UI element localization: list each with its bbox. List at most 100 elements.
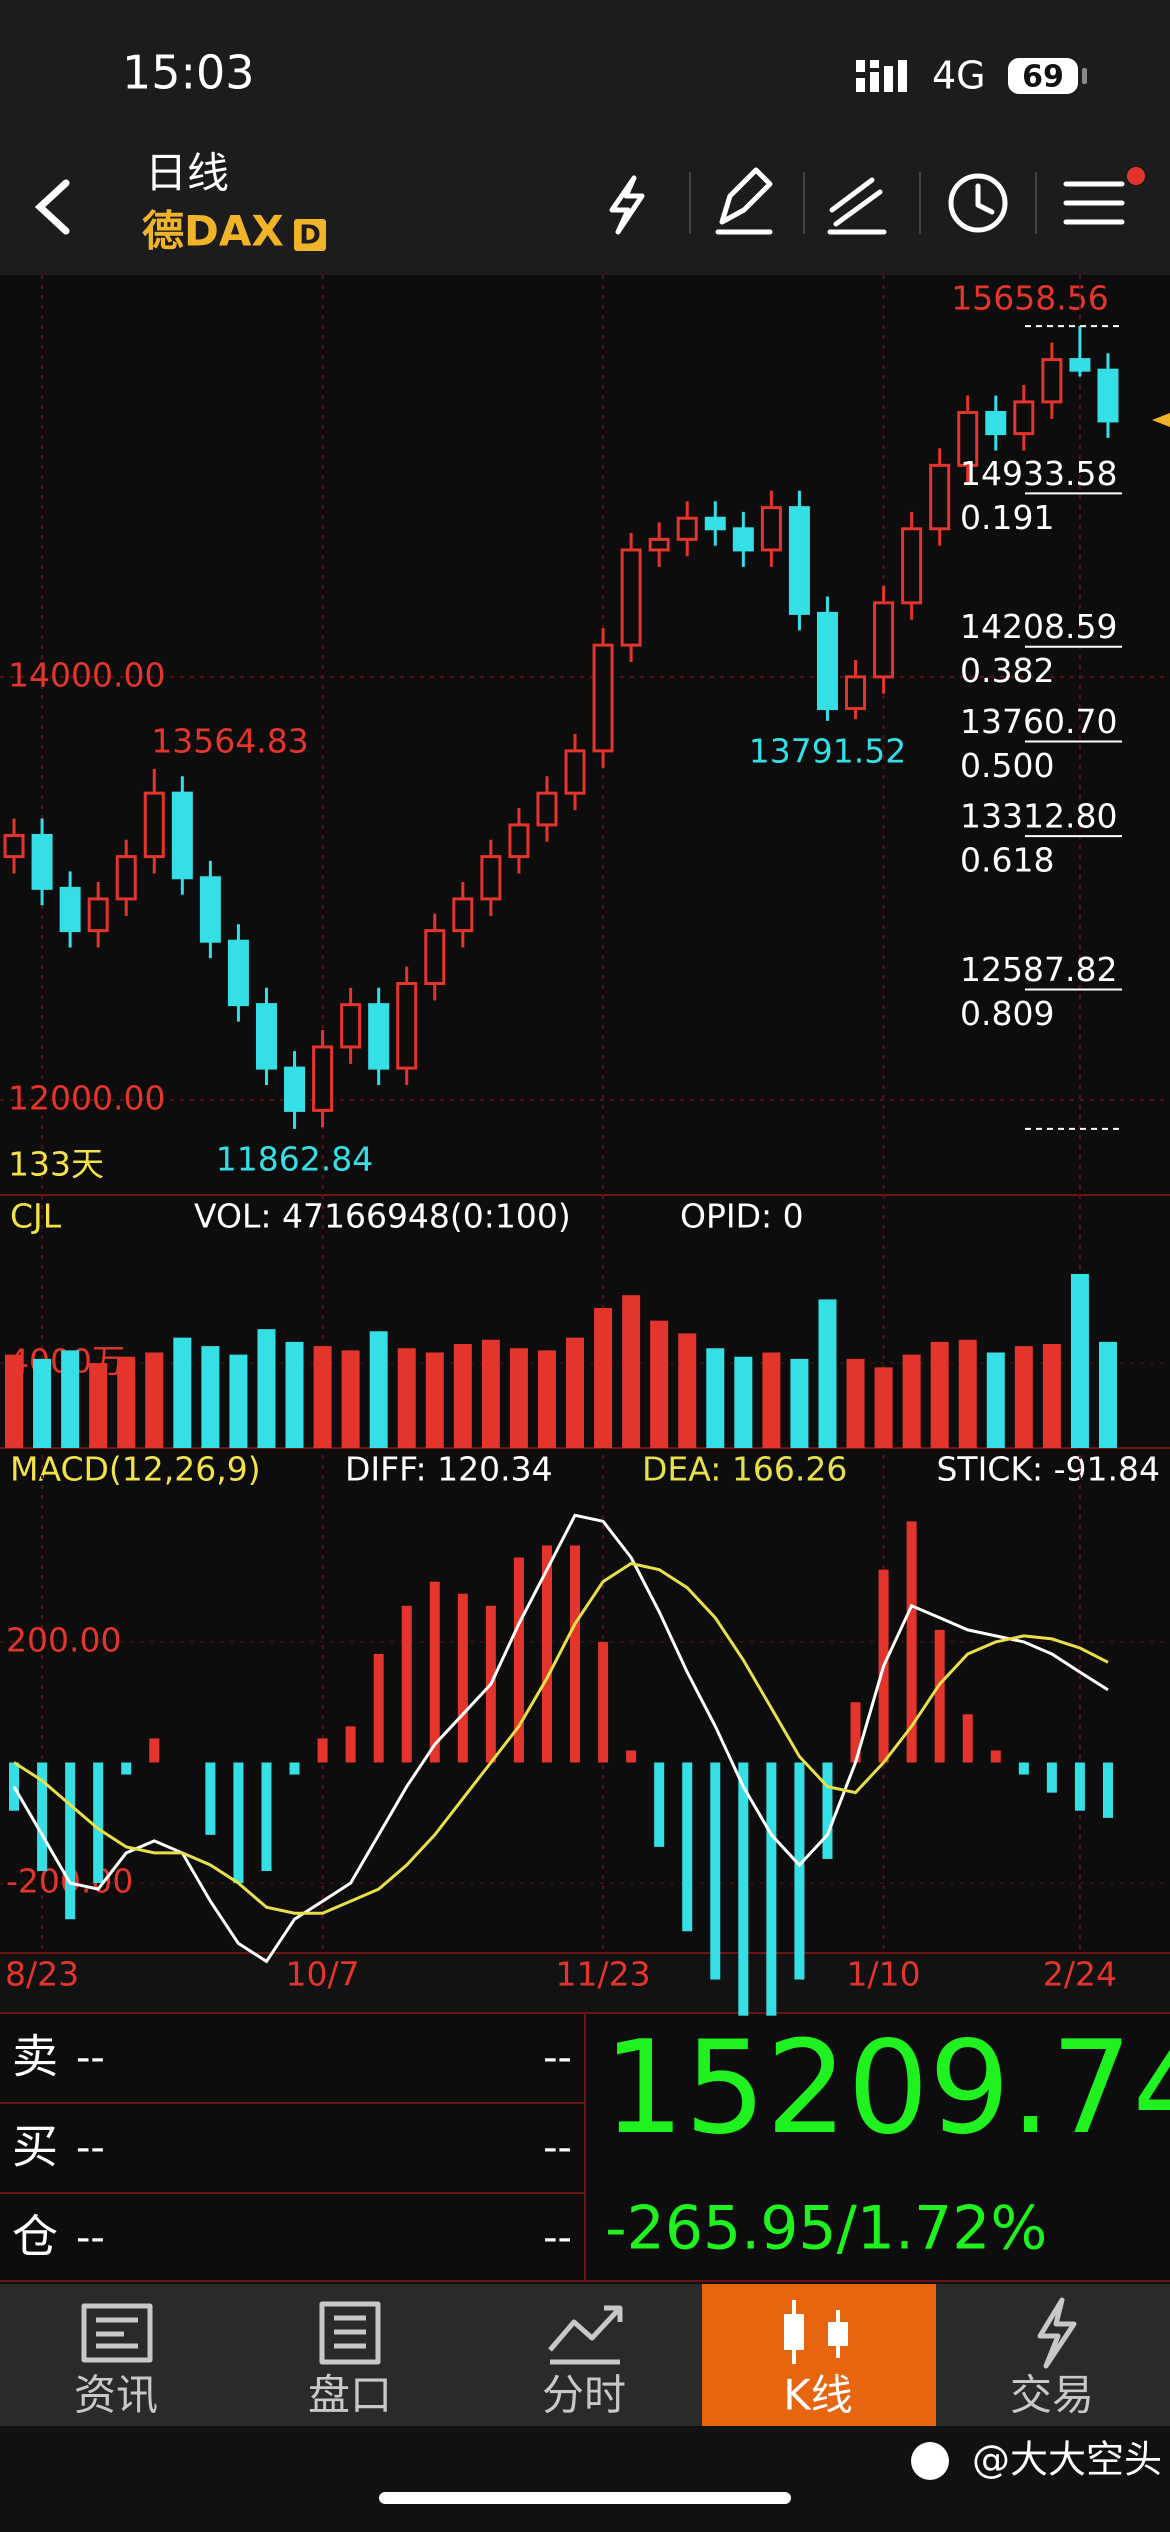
macd-stick [654, 1762, 665, 1847]
high-label: 13564.83 [151, 721, 308, 760]
high-label: 15658.56 [951, 279, 1108, 318]
price-change: -265.95/1.72% [605, 2194, 1047, 2264]
candle-body [873, 601, 895, 679]
tab-icon [319, 2301, 381, 2365]
candle-body [957, 410, 979, 467]
candle-body [87, 897, 109, 933]
macd-stick [93, 1762, 104, 1884]
macd-stick [850, 1702, 861, 1763]
macd-stick [570, 1545, 581, 1763]
home-area [0, 2426, 1170, 2532]
candle-body [368, 1003, 390, 1070]
period: 日线 [145, 149, 229, 198]
line-icon[interactable] [827, 177, 887, 235]
macd-stick [205, 1762, 216, 1835]
fib-ratio: 0.382 [960, 651, 1054, 690]
battery-level: 69 [1022, 60, 1064, 95]
macd-stick [149, 1738, 160, 1763]
volume-bar [173, 1337, 192, 1448]
volume-bar [509, 1348, 528, 1448]
tabs: 资讯 盘口 分时 K线 交易 [74, 2371, 1094, 2420]
volume-bar [846, 1358, 865, 1448]
macd-stick [738, 1762, 749, 2016]
quote-left: -- [76, 2035, 105, 2081]
y-tick-label: 12000.00 [8, 1078, 165, 1117]
volume-bar [5, 1354, 24, 1448]
flash-icon[interactable] [609, 175, 645, 235]
candle-body [648, 537, 670, 552]
macd-stick [317, 1738, 328, 1763]
candle-body [424, 929, 446, 986]
macd-stick [457, 1593, 468, 1763]
volume-bar [594, 1307, 613, 1448]
macd-stick [962, 1714, 973, 1763]
fib-price: 13760.70 [960, 702, 1117, 741]
volume-bar [537, 1350, 556, 1448]
macd-stick [121, 1762, 132, 1775]
quote-right: -- [543, 2035, 572, 2081]
volume-bar [397, 1348, 416, 1448]
signal-icon [856, 60, 907, 92]
quote-rows: 卖 -- -- 买 -- -- 仓 -- -- [12, 2030, 572, 2264]
candle-body [312, 1045, 334, 1112]
home-indicator [379, 2492, 791, 2504]
candle-body [704, 516, 726, 531]
macd-stick [373, 1653, 384, 1763]
macd-stick [822, 1762, 833, 1859]
active-tab [702, 2284, 936, 2426]
candle-body [143, 791, 165, 859]
volume-bar [61, 1350, 80, 1448]
tab-label[interactable]: K线 [783, 2371, 853, 2420]
watermark: @大大空头 [972, 2438, 1162, 2482]
quote-left: -- [76, 2125, 105, 2171]
macd-title: MACD(12,26,9) [10, 1450, 261, 1489]
quote-left: -- [76, 2215, 105, 2261]
volume-bar [902, 1354, 921, 1448]
macd-stick [429, 1581, 440, 1763]
back-button[interactable] [34, 179, 70, 235]
clock-icon[interactable] [948, 173, 1008, 233]
candle-body [1069, 358, 1091, 372]
x-tick-label: 1/10 [847, 1955, 921, 1994]
volume-bar [1098, 1341, 1117, 1448]
quote-borders [0, 2012, 1170, 2282]
candle-body [3, 833, 25, 859]
clock: 15:03 [122, 46, 255, 100]
x-tick-label: 8/23 [5, 1955, 79, 1994]
volume-bar [818, 1299, 837, 1448]
volume-bar [313, 1346, 332, 1448]
volume-bar [622, 1295, 641, 1448]
volume-bar [117, 1356, 136, 1448]
tab-label[interactable]: 盘口 [308, 2371, 392, 2420]
low-label: 13791.52 [749, 731, 906, 770]
candle-body [31, 833, 53, 890]
legend-entry: DIFF: 120.34 [345, 1450, 553, 1489]
candle-body [901, 527, 923, 605]
macd-stick [541, 1545, 552, 1763]
volume-bar [229, 1354, 248, 1448]
legend-entry: DEA: 166.26 [642, 1450, 847, 1489]
candle-body [760, 506, 782, 552]
quote-right: -- [543, 2215, 572, 2261]
tab-label[interactable]: 分时 [542, 2371, 626, 2420]
candle-body [480, 855, 502, 901]
volume-bar [1014, 1346, 1033, 1448]
menu-icon[interactable] [1063, 181, 1125, 225]
macd-stick [990, 1750, 1001, 1763]
candle-body [620, 548, 642, 647]
badge: D [299, 221, 321, 251]
legend-entry: STICK: -91.84 [936, 1450, 1160, 1489]
candle-body [676, 516, 698, 541]
candle-body [227, 939, 249, 1007]
tab-label[interactable]: 资讯 [74, 2371, 158, 2420]
candle-body [452, 897, 474, 933]
macd-line [13, 1561, 1109, 1915]
notification-dot [1127, 167, 1145, 185]
draw-icon[interactable] [715, 167, 773, 235]
candle-body [564, 749, 586, 795]
volume-bar [650, 1320, 669, 1448]
tab-label[interactable]: 交易 [1010, 2371, 1094, 2420]
candle-body [340, 1003, 362, 1049]
volume-annotation: OPID: 0 [680, 1197, 804, 1236]
